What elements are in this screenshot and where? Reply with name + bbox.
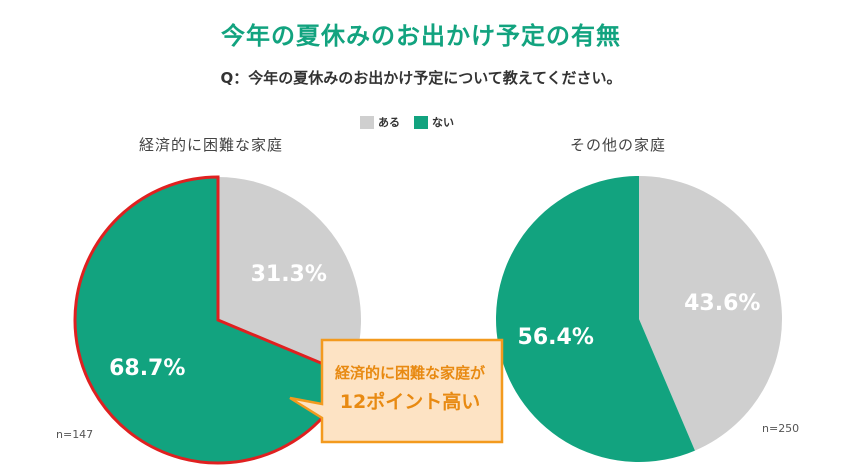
pie-title-difficult: 経済的に困難な家庭 [139,136,284,154]
pie-data-label-aru: 31.3% [251,262,327,287]
sample-size-difficult: n=147 [56,428,94,441]
callout-line-2: 12ポイント高い [339,391,481,413]
pie-slice-aru [218,177,362,376]
callout-text: 経済的に困難な家庭が 12ポイント高い [320,362,500,414]
pie-data-label-nai: 68.7% [109,356,185,381]
legend-item-nai: ない [414,114,454,130]
pie-slice-aru [639,176,783,451]
legend-label-nai: ない [432,116,454,129]
legend-label-aru: ある [378,116,400,129]
legend-swatch-nai [414,115,428,129]
legend-swatch-aru [360,115,374,129]
pie-title-other: その他の家庭 [570,136,667,154]
legend: ある ない [360,114,468,130]
pie-chart-other: 43.6% 56.4% [496,176,783,462]
pie-data-label-aru: 43.6% [684,291,760,316]
chart-title: 今年の夏休みのお出かけ予定の有無 [221,22,621,50]
question-text: Q：今年の夏休みのお出かけ予定について教えてください。 [220,69,622,87]
pie-data-label-nai: 56.4% [518,325,594,350]
pie-slice-nai [496,176,695,462]
pie-slice-nai [75,177,350,463]
callout-line-1: 経済的に困難な家庭が [334,364,485,382]
pie-slice-highlight-outline [73,175,352,465]
callout-bubble-shape [289,338,504,444]
pie-chart-difficult: 31.3% 68.7% [73,175,362,465]
legend-item-aru: ある [360,114,400,130]
sample-size-other: n=250 [762,422,800,435]
callout-bubble [289,338,504,444]
